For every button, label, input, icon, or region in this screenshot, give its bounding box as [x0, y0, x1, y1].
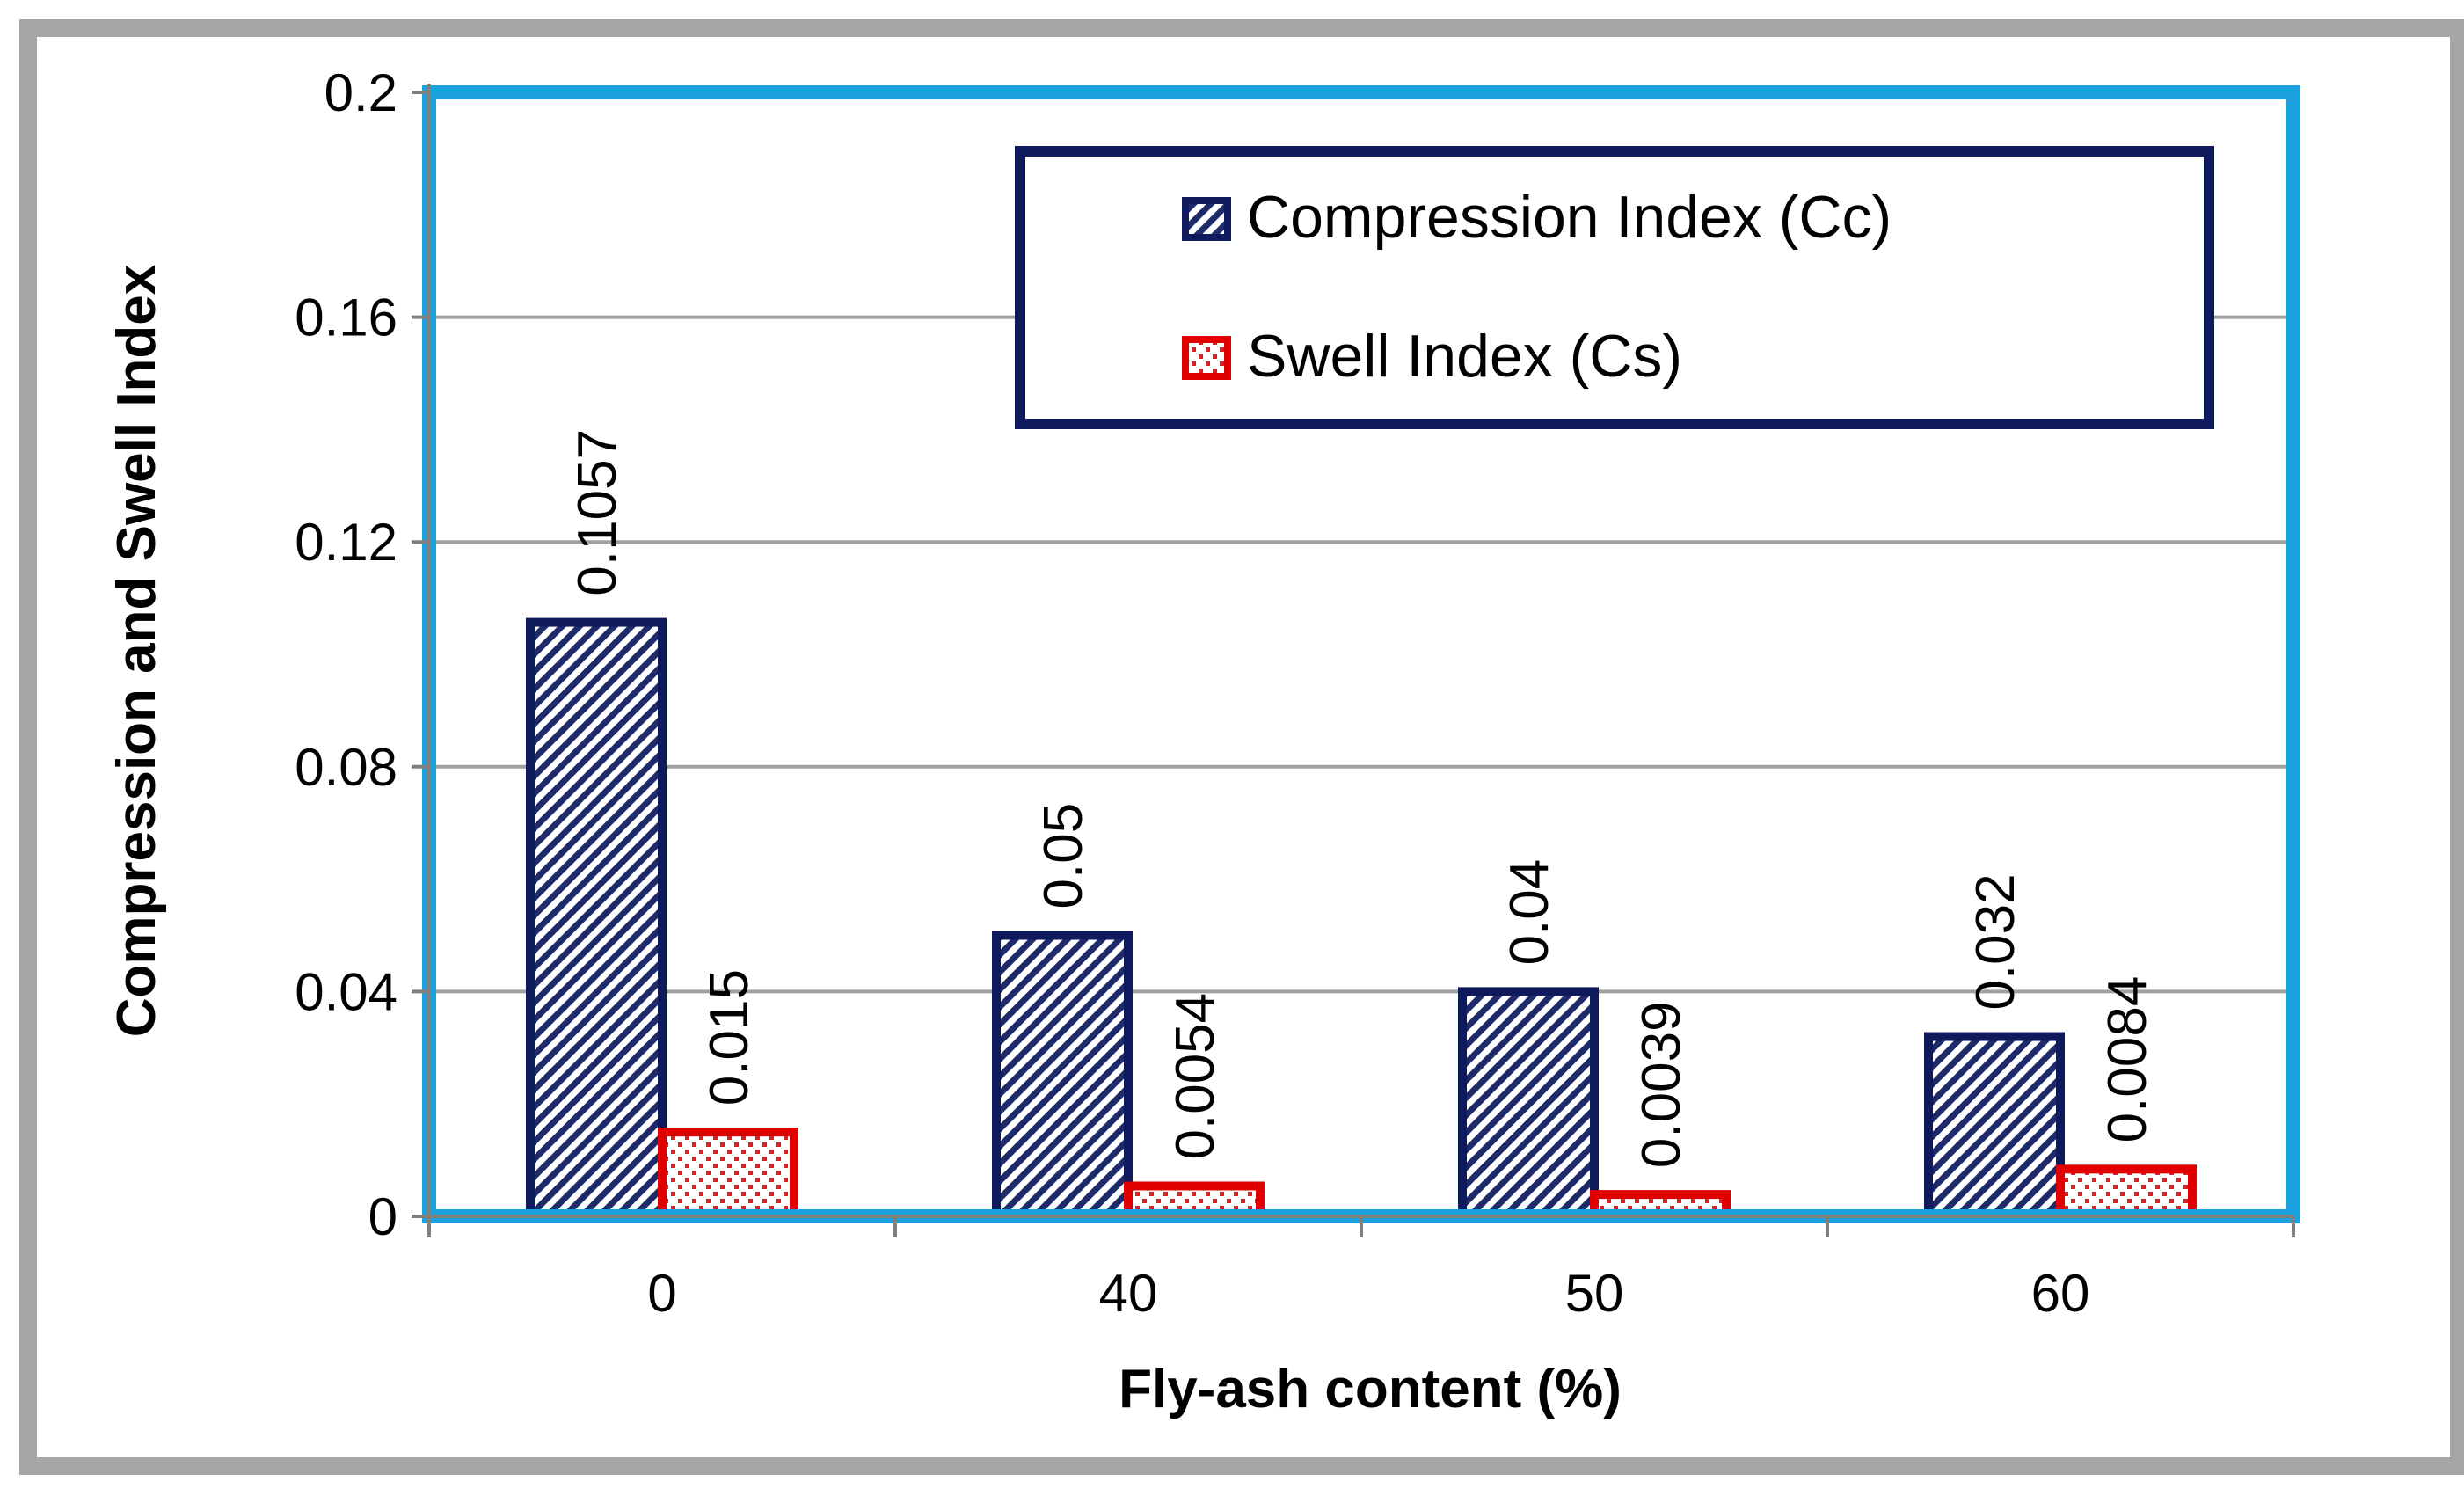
data-label: 0.1057 [567, 429, 628, 596]
y-tick-label: 0.16 [295, 288, 397, 347]
bar-compression-index [1924, 1032, 2065, 1222]
data-label: 0.05 [1033, 803, 1094, 909]
legend: Compression Index (Cc) Swell Index (Cs) [1015, 146, 2214, 429]
y-tick-label: 0 [368, 1187, 397, 1246]
bar-compression-index [526, 617, 667, 1221]
data-label: 0.032 [1965, 873, 2026, 1010]
x-axis-title: Fly-ash content (%) [1119, 1359, 1622, 1420]
y-tick-label: 0.08 [295, 738, 397, 797]
y-tick-label: 0.12 [295, 513, 397, 572]
y-tick-label: 0.2 [324, 63, 397, 122]
x-tick-label: 0 [647, 1264, 676, 1323]
bar-swell-index [658, 1128, 798, 1222]
bar-swell-index [2056, 1164, 2197, 1221]
x-tick-label: 50 [1565, 1264, 1624, 1323]
data-label: 0.0084 [2097, 976, 2158, 1143]
legend-box [1015, 146, 2214, 429]
y-tick-label: 0.04 [295, 962, 397, 1021]
data-label: 0.015 [699, 969, 760, 1106]
legend-swatch-swell-index [1182, 336, 1231, 380]
legend-label-swell-index: Swell Index (Cs) [1247, 323, 1682, 390]
bars [526, 617, 2197, 1222]
data-label: 0.0054 [1165, 993, 1226, 1160]
x-tick-label: 60 [2031, 1264, 2090, 1323]
axes: 0 0.04 0.08 0.12 0.16 0.2 0 40 50 60 [295, 63, 2295, 1323]
y-axis-title: Compression and Swell Index [106, 264, 167, 1037]
data-label: 0.0039 [1631, 1001, 1692, 1168]
bar-compression-index [992, 931, 1133, 1221]
legend-swatch-compression-index [1182, 197, 1231, 241]
data-labels: 0.1057 0.015 0.05 0.0054 0.04 0.0039 0.032 0.00… [567, 429, 2158, 1168]
data-label: 0.04 [1499, 859, 1560, 966]
legend-label-compression-index: Compression Index (Cc) [1247, 184, 1892, 251]
x-tick-label: 40 [1099, 1264, 1158, 1323]
bar-compression-index [1458, 987, 1599, 1222]
